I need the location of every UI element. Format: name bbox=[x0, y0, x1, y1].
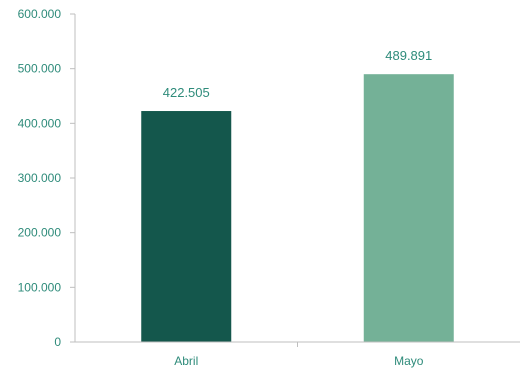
y-tick-label: 0 bbox=[54, 335, 61, 349]
bar-abril bbox=[141, 111, 232, 342]
data-label-mayo: 489.891 bbox=[385, 48, 432, 63]
bar-mayo bbox=[363, 74, 454, 342]
x-tick-label-mayo: Mayo bbox=[394, 354, 424, 368]
y-tick-label: 600.000 bbox=[18, 7, 62, 21]
y-tick-label: 400.000 bbox=[18, 116, 62, 130]
y-tick-label: 200.000 bbox=[18, 226, 62, 240]
y-tick-label: 100.000 bbox=[18, 280, 62, 294]
bars: 422.505 489.891 bbox=[141, 48, 454, 342]
x-tick-label-abril: Abril bbox=[174, 354, 198, 368]
y-tick-label: 500.000 bbox=[18, 62, 62, 76]
y-axis-ticks: 0 100.000 200.000 300.000 400.000 500.000 600.… bbox=[18, 7, 75, 349]
x-axis-labels: Abril Mayo bbox=[174, 342, 424, 368]
y-tick-label: 300.000 bbox=[18, 171, 62, 185]
data-label-abril: 422.505 bbox=[163, 85, 210, 100]
